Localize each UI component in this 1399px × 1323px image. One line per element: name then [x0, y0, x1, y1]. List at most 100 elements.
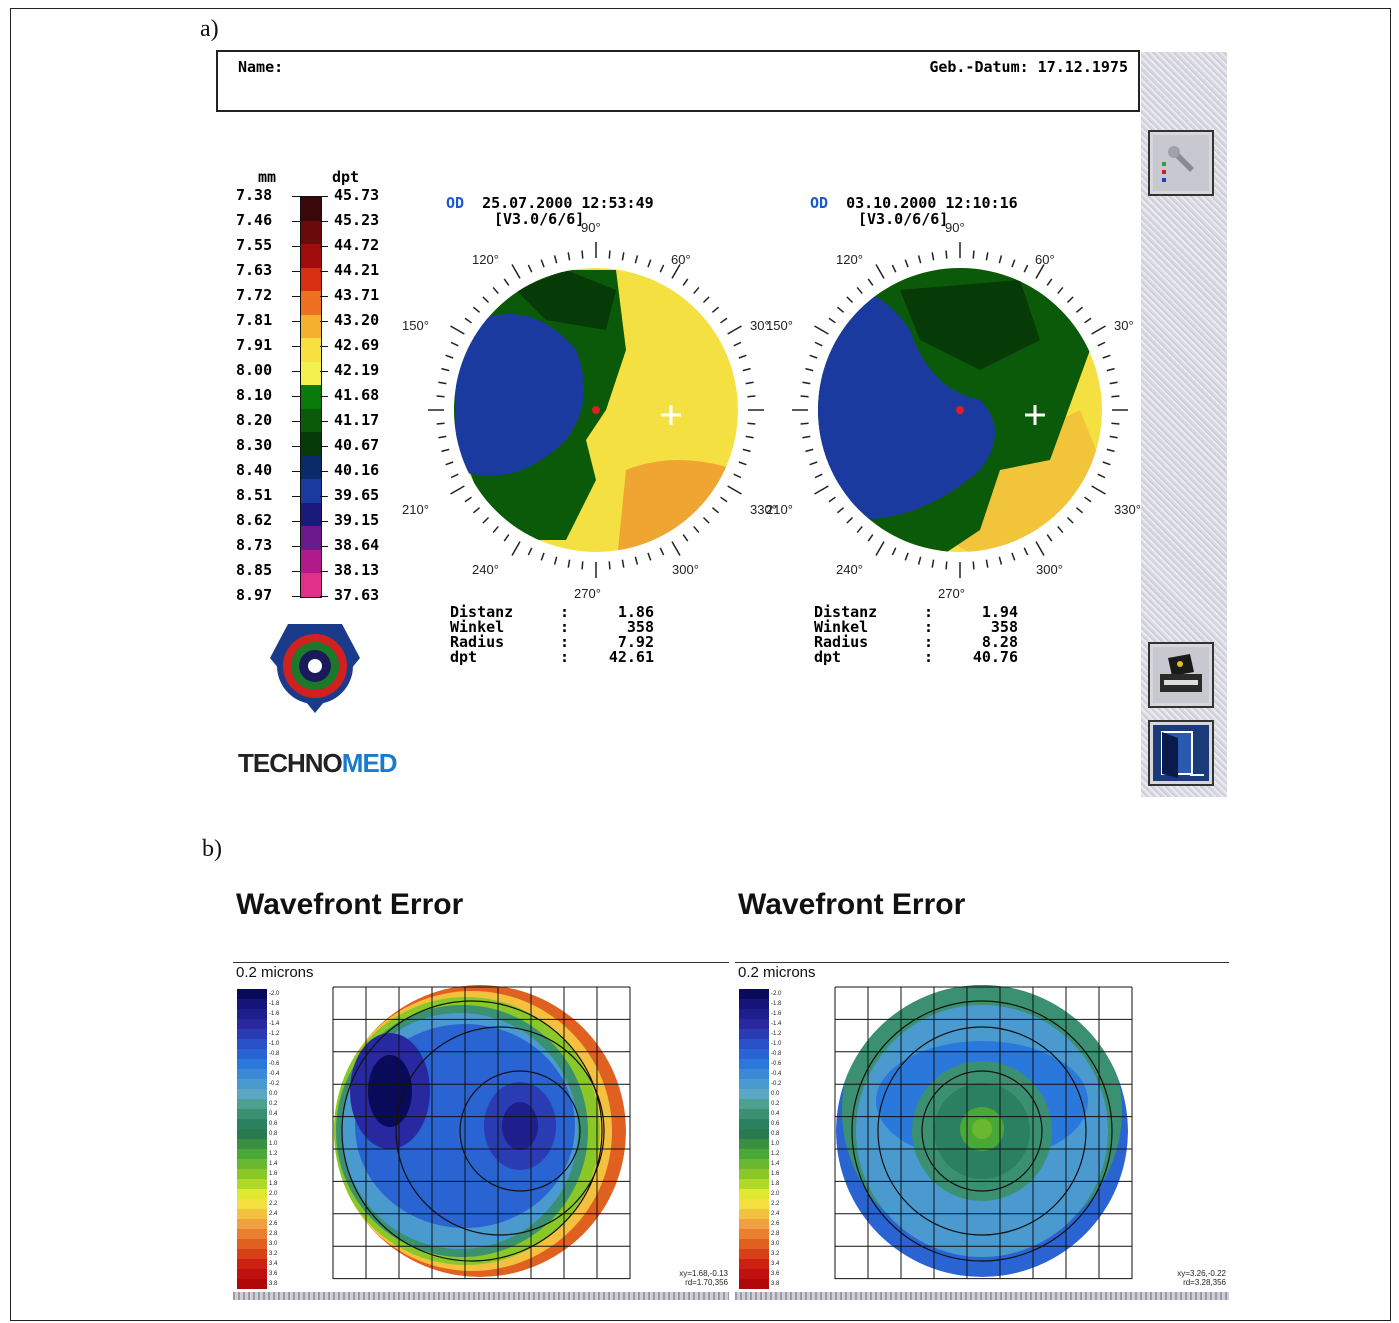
angle-tick [436, 395, 445, 398]
angle-label-150: 150° [402, 318, 429, 333]
scale-tick [292, 321, 300, 322]
wavefront-scale-swatch [237, 1049, 267, 1059]
mm-value: 8.97 [236, 586, 273, 604]
angle-tick [527, 264, 533, 273]
dpt-header: dpt [332, 168, 360, 186]
angle-tick [711, 306, 720, 313]
scan-noise-2 [735, 1292, 1229, 1300]
wavefront-scale-swatch [739, 1179, 769, 1189]
scale-tick [320, 571, 328, 572]
software-version: [V3.0/6/6] [858, 210, 949, 228]
angle-tick [745, 435, 754, 439]
wavefront-plot [834, 985, 1133, 1280]
angle-tick [814, 473, 823, 479]
dpt-value: 38.64 [334, 536, 380, 554]
angle-tick [450, 485, 465, 495]
angle-label-330: 330° [750, 502, 777, 517]
angle-tick [814, 325, 829, 335]
color-scale-swatch [301, 526, 321, 551]
angle-tick [733, 341, 742, 347]
mm-value: 8.10 [236, 386, 273, 404]
angle-tick [891, 264, 897, 273]
wavefront-scale-swatch [237, 1079, 267, 1089]
exit-door-icon [1153, 725, 1209, 781]
angle-tick [553, 556, 558, 565]
distanz-label: Distanz [814, 603, 878, 621]
angle-tick [738, 354, 747, 359]
dpt-value: 43.71 [334, 286, 380, 304]
angle-tick [917, 556, 922, 565]
wavefront-scale-swatch [739, 1249, 769, 1259]
wavefront-scale-label: -1.0 [269, 1041, 280, 1047]
scale-tick [320, 596, 328, 597]
angle-tick [1091, 485, 1106, 495]
angle-tick [1102, 354, 1111, 359]
name-label: Name: [238, 58, 284, 76]
angle-tick [1111, 422, 1120, 425]
wavefront-scale-label: 1.6 [771, 1171, 780, 1177]
color-scale-swatch [301, 432, 321, 457]
angle-tick [482, 296, 490, 304]
scale-tick [292, 271, 300, 272]
exit-button[interactable] [1148, 720, 1214, 786]
angle-tick [931, 252, 935, 261]
exam-datetime: 03.10.2000 12:10:16 [846, 194, 1018, 212]
angle-tick [1084, 496, 1092, 503]
wavefront-scale-label: -1.8 [269, 1001, 280, 1007]
angle-tick [985, 252, 989, 261]
angle-tick [904, 259, 909, 268]
angle-tick [1023, 547, 1029, 556]
brand-part2: MED [341, 748, 398, 778]
tools-button[interactable] [1148, 130, 1214, 196]
angle-tick [1106, 448, 1115, 453]
angle-tick [720, 496, 728, 503]
scale-tick [292, 496, 300, 497]
pupil-circle [395, 1026, 605, 1236]
wavefront-scale-swatch [739, 1079, 769, 1089]
panel-label-b: b) [202, 836, 222, 862]
angle-tick [917, 255, 922, 264]
mm-value: 8.73 [236, 536, 273, 554]
angle-tick [511, 264, 521, 279]
angle-tick [659, 264, 665, 273]
angle-tick [856, 525, 863, 534]
color-scale-swatch [301, 479, 321, 504]
dpt-value: 39.15 [334, 511, 380, 529]
angle-tick [1075, 507, 1084, 514]
color-scale-swatch [301, 408, 321, 434]
angle-label-120: 120° [836, 252, 863, 267]
wavefront-scale-label: 2.6 [269, 1221, 278, 1227]
color-scale-swatch [301, 267, 321, 293]
angle-tick [800, 422, 809, 425]
angle-tick [891, 547, 897, 556]
scale-tick [292, 571, 300, 572]
separator-colon: : [560, 633, 570, 651]
print-button[interactable] [1148, 642, 1214, 708]
angle-tick [441, 448, 450, 453]
wavefront-scale-label: 3.4 [771, 1261, 780, 1267]
angle-tick [998, 255, 1003, 264]
angle-tick [1057, 286, 1064, 295]
angle-tick [828, 317, 836, 324]
scale-tick [320, 421, 328, 422]
wavefront-scale-label: -0.6 [269, 1061, 280, 1067]
wavefront-units-2: 0.2 microns [738, 964, 816, 981]
wavefront-scale-swatch [237, 1179, 267, 1189]
angle-tick [1075, 306, 1084, 313]
wavefront-scale-swatch [237, 1069, 267, 1079]
angle-tick [540, 552, 545, 561]
birth-date: Geb.-Datum: 17.12.1975 [929, 58, 1128, 76]
mm-value: 8.62 [236, 511, 273, 529]
tools-icon [1153, 135, 1209, 191]
pupil-circle [341, 1000, 603, 1262]
wavefront-scale-swatch [739, 1139, 769, 1149]
wavefront-scale-swatch [237, 1199, 267, 1209]
wavefront-scale-swatch [739, 999, 769, 1009]
color-scale-swatch [301, 338, 321, 363]
wf-zone [368, 1055, 412, 1127]
wavefront-scale-label: 0.4 [771, 1111, 780, 1117]
wavefront-scale-label: 3.6 [269, 1271, 278, 1277]
angle-tick [711, 507, 720, 514]
scale-tick [320, 496, 328, 497]
angle-tick [972, 250, 975, 259]
